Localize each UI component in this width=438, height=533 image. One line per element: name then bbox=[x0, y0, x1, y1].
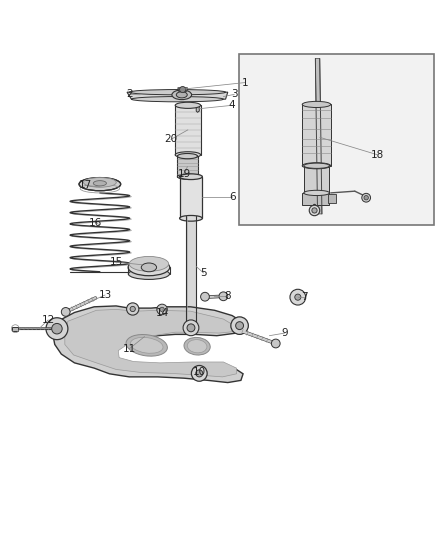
Bar bbox=[302, 193, 329, 205]
Ellipse shape bbox=[304, 163, 329, 168]
Text: 6: 6 bbox=[229, 192, 236, 203]
Ellipse shape bbox=[79, 177, 121, 191]
Circle shape bbox=[130, 306, 135, 312]
Ellipse shape bbox=[184, 337, 210, 355]
Text: 9: 9 bbox=[281, 328, 288, 338]
Ellipse shape bbox=[180, 215, 202, 221]
Text: 4: 4 bbox=[229, 100, 236, 110]
Circle shape bbox=[364, 196, 368, 200]
Text: 15: 15 bbox=[110, 257, 123, 267]
Ellipse shape bbox=[176, 92, 187, 98]
Circle shape bbox=[290, 289, 306, 305]
Text: 18: 18 bbox=[371, 150, 384, 160]
Text: 8: 8 bbox=[224, 291, 231, 301]
Bar bbox=[180, 177, 202, 219]
Ellipse shape bbox=[302, 101, 331, 108]
Polygon shape bbox=[53, 306, 243, 383]
Ellipse shape bbox=[177, 154, 198, 159]
Ellipse shape bbox=[180, 174, 202, 180]
Bar bbox=[302, 104, 331, 166]
Text: 1: 1 bbox=[242, 77, 249, 87]
Ellipse shape bbox=[83, 177, 117, 187]
Circle shape bbox=[272, 339, 280, 348]
Ellipse shape bbox=[129, 90, 226, 95]
Circle shape bbox=[309, 205, 320, 216]
Text: 11: 11 bbox=[123, 344, 136, 354]
Circle shape bbox=[201, 292, 209, 301]
Polygon shape bbox=[127, 92, 228, 99]
Text: 7: 7 bbox=[301, 292, 308, 302]
Ellipse shape bbox=[128, 269, 170, 279]
Polygon shape bbox=[18, 328, 55, 329]
Circle shape bbox=[183, 320, 199, 336]
Circle shape bbox=[157, 304, 167, 314]
Circle shape bbox=[46, 318, 68, 340]
Ellipse shape bbox=[93, 181, 106, 186]
Circle shape bbox=[236, 322, 244, 329]
Circle shape bbox=[180, 86, 186, 93]
Bar bbox=[328, 194, 336, 203]
Ellipse shape bbox=[129, 256, 169, 271]
Text: 14: 14 bbox=[155, 309, 169, 318]
Text: 20: 20 bbox=[164, 134, 177, 144]
Ellipse shape bbox=[175, 102, 201, 108]
Circle shape bbox=[187, 324, 195, 332]
Bar bbox=[186, 216, 196, 326]
Ellipse shape bbox=[128, 259, 170, 276]
Ellipse shape bbox=[131, 96, 223, 102]
Polygon shape bbox=[12, 327, 18, 331]
Circle shape bbox=[191, 366, 207, 381]
Circle shape bbox=[231, 317, 248, 334]
Bar bbox=[175, 106, 201, 155]
Circle shape bbox=[61, 308, 70, 316]
Bar bbox=[177, 156, 198, 177]
Ellipse shape bbox=[304, 190, 329, 196]
Circle shape bbox=[362, 193, 371, 202]
Ellipse shape bbox=[141, 263, 157, 272]
Ellipse shape bbox=[175, 152, 201, 158]
Ellipse shape bbox=[177, 174, 198, 179]
Polygon shape bbox=[178, 88, 187, 91]
Ellipse shape bbox=[131, 337, 163, 353]
Polygon shape bbox=[65, 310, 237, 377]
Bar bbox=[304, 166, 329, 193]
Text: 17: 17 bbox=[79, 181, 92, 190]
Polygon shape bbox=[196, 106, 199, 112]
Polygon shape bbox=[315, 59, 322, 214]
Ellipse shape bbox=[187, 340, 207, 353]
Text: 13: 13 bbox=[99, 290, 112, 300]
Bar bbox=[239, 54, 434, 225]
Text: 3: 3 bbox=[231, 90, 238, 99]
Text: 5: 5 bbox=[200, 268, 207, 278]
Text: 19: 19 bbox=[177, 168, 191, 179]
Circle shape bbox=[127, 303, 139, 315]
Text: 2: 2 bbox=[126, 90, 133, 99]
Circle shape bbox=[52, 324, 62, 334]
Circle shape bbox=[312, 208, 317, 213]
Text: 10: 10 bbox=[193, 367, 206, 377]
Text: 16: 16 bbox=[89, 217, 102, 228]
Circle shape bbox=[219, 292, 228, 301]
Text: 12: 12 bbox=[42, 315, 55, 325]
Ellipse shape bbox=[126, 335, 167, 356]
Ellipse shape bbox=[302, 163, 331, 169]
Circle shape bbox=[196, 370, 203, 377]
Circle shape bbox=[295, 294, 301, 300]
Circle shape bbox=[160, 307, 164, 312]
Ellipse shape bbox=[172, 90, 191, 100]
